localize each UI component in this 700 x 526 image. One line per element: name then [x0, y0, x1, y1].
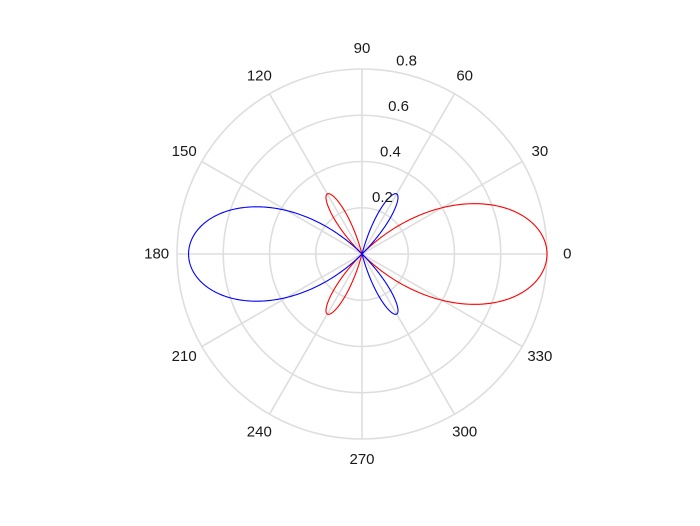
angle-tick-label-180: 180 [144, 246, 169, 263]
series-blue [188, 193, 399, 315]
angle-tick-label-90: 90 [354, 40, 371, 57]
angle-tick-label-60: 60 [456, 68, 473, 85]
angle-tick-label-30: 30 [531, 143, 548, 160]
angle-tick-label-150: 150 [172, 143, 197, 160]
angle-tick-label-240: 240 [247, 423, 272, 440]
radial-ring-0_2 [314, 206, 410, 302]
angle-tick-label-120: 120 [247, 68, 272, 85]
angle-tick-label-270: 270 [349, 451, 374, 468]
radial-ring-0_4 [268, 160, 456, 348]
angle-tick-label-300: 300 [452, 423, 477, 440]
tick-labels: 0 30 60 90 120 150 180 210 240 270 300 330 0.2 0.4 0.6… [144, 40, 571, 468]
radial-ring-0_6 [222, 114, 502, 394]
angle-tick-label-0: 0 [563, 246, 571, 263]
angle-tick-label-210: 210 [172, 348, 197, 365]
series-layer [188, 193, 548, 315]
radial-tick-label-0_6: 0.6 [388, 98, 409, 115]
radial-tick-label-0_4: 0.4 [380, 143, 401, 160]
radial-tick-label-0_8: 0.8 [396, 52, 417, 69]
angle-tick-label-330: 330 [527, 348, 552, 365]
radial-tick-label-0_2: 0.2 [372, 189, 393, 206]
